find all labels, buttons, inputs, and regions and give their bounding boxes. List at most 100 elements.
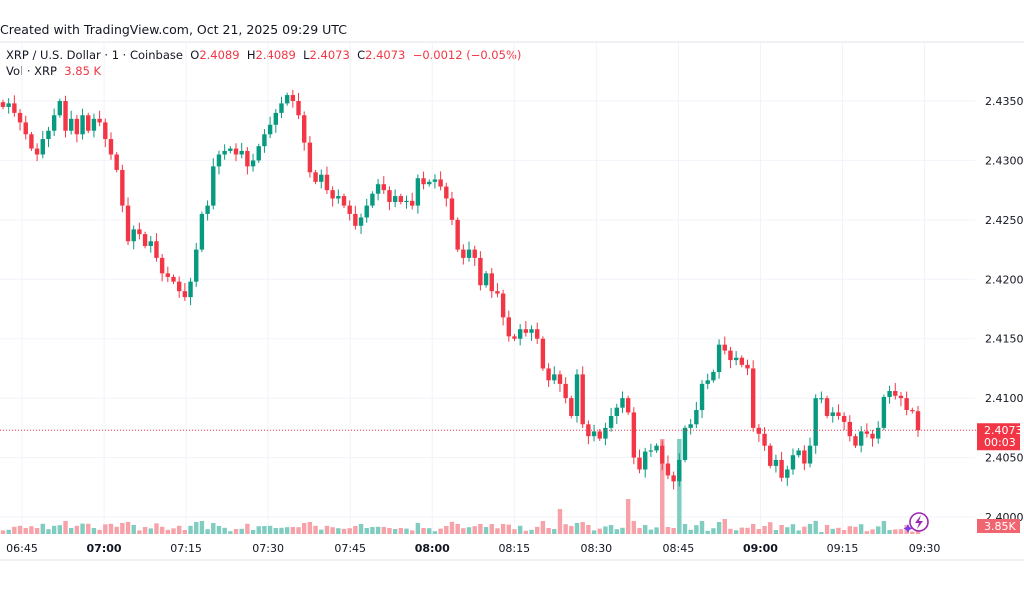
volume-bar: [847, 526, 853, 534]
volume-bar: [165, 529, 171, 534]
volume-bar: [404, 528, 409, 534]
volume-bar: [660, 439, 665, 534]
price-tick-label: 2.4050: [985, 452, 1024, 465]
price-tick-label: 2.4350: [985, 95, 1024, 108]
volume-bar: [841, 530, 847, 534]
candle-body: [677, 459, 682, 482]
time-tick-label: 09:30: [909, 542, 941, 555]
volume-bar: [415, 523, 421, 534]
candle-body: [483, 273, 489, 286]
candle-body: [279, 103, 284, 113]
volume-bar: [569, 526, 574, 534]
candle-body: [762, 433, 767, 446]
volume-bar: [819, 532, 824, 534]
volume-bar: [364, 528, 369, 534]
volume-bar: [267, 525, 273, 534]
volume-bar: [319, 529, 324, 534]
candle-body: [552, 374, 557, 381]
low-value: 2.4073: [309, 48, 350, 62]
volume-bar: [836, 527, 841, 534]
volume-bar: [97, 529, 102, 534]
lightning-assistant-icon[interactable]: [903, 512, 929, 533]
volume-bar: [91, 528, 97, 534]
candle-body: [563, 383, 568, 399]
candle-body: [495, 291, 500, 294]
volume-bar: [23, 528, 28, 534]
time-tick-label: 08:30: [580, 542, 612, 555]
volume-bar: [370, 527, 375, 534]
candle-body: [711, 372, 716, 381]
candle-body: [478, 257, 483, 286]
price-tick-label: 2.4100: [985, 392, 1024, 405]
candle-body: [625, 398, 631, 413]
volume-bar: [194, 522, 199, 534]
candle-body: [904, 398, 909, 411]
volume-bar: [131, 525, 136, 534]
volume-bar: [222, 527, 227, 534]
volume-bar: [449, 521, 455, 534]
volume-bar: [262, 526, 267, 534]
candle-body: [517, 329, 523, 339]
volume-bar: [694, 525, 699, 534]
candle-body: [682, 427, 688, 460]
candle-body: [250, 160, 256, 167]
volume-bar: [779, 525, 784, 534]
candle-body: [40, 139, 45, 155]
volume-bar: [580, 522, 585, 534]
volume-label[interactable]: Vol · XRP: [6, 64, 57, 78]
volume-bar: [512, 529, 517, 534]
volume-bar: [273, 528, 278, 534]
symbol-title[interactable]: XRP / U.S. Dollar · 1 · Coinbase: [6, 48, 183, 62]
candle-body: [34, 148, 40, 155]
candle-body: [131, 229, 136, 242]
candle-body: [881, 396, 887, 428]
candle-body: [330, 190, 335, 199]
candle-body: [432, 179, 438, 182]
volume-bars: [0, 439, 921, 534]
candle-body: [415, 178, 421, 206]
candle-body: [444, 186, 449, 199]
volume-bar: [472, 526, 477, 534]
candle-body: [313, 172, 318, 182]
candle-body: [353, 213, 358, 226]
candle-body: [358, 217, 364, 226]
volume-bar: [813, 521, 818, 534]
volume-bar: [29, 526, 34, 534]
volume-value: 3.85 K: [64, 64, 102, 78]
candle-body: [398, 196, 404, 203]
volume-bar: [176, 525, 182, 534]
volume-bar: [381, 527, 386, 534]
candle-body: [233, 148, 239, 155]
candle-body: [262, 134, 267, 147]
volume-bar: [302, 523, 307, 534]
candle-body: [614, 407, 619, 416]
candle-body: [205, 205, 210, 214]
candle-body: [529, 329, 534, 333]
candle-body: [591, 431, 597, 437]
time-tick-label: 07:45: [334, 542, 366, 555]
candle-body: [216, 154, 222, 167]
volume-bar: [250, 530, 256, 534]
volume-bar: [739, 527, 745, 534]
candle-body: [819, 398, 824, 400]
volume-bar: [17, 525, 23, 534]
candle-body: [171, 276, 176, 282]
volume-bar: [699, 521, 705, 534]
candle-body: [449, 198, 455, 220]
candle-body: [671, 475, 676, 482]
candle-body: [427, 181, 432, 185]
ohlc-row: XRP / U.S. Dollar · 1 · Coinbase O2.4089…: [6, 47, 521, 63]
volume-bar: [671, 528, 676, 534]
volume-bar: [574, 523, 580, 534]
candle-body: [296, 101, 301, 116]
candle-body: [557, 374, 563, 384]
candle-body: [597, 431, 602, 439]
grid: [0, 41, 1024, 561]
candle-body: [392, 196, 398, 203]
volume-bar: [216, 526, 222, 534]
candle-body: [660, 445, 665, 464]
volume-bar: [625, 499, 631, 534]
candle-body: [256, 146, 261, 161]
candle-body: [512, 336, 517, 339]
